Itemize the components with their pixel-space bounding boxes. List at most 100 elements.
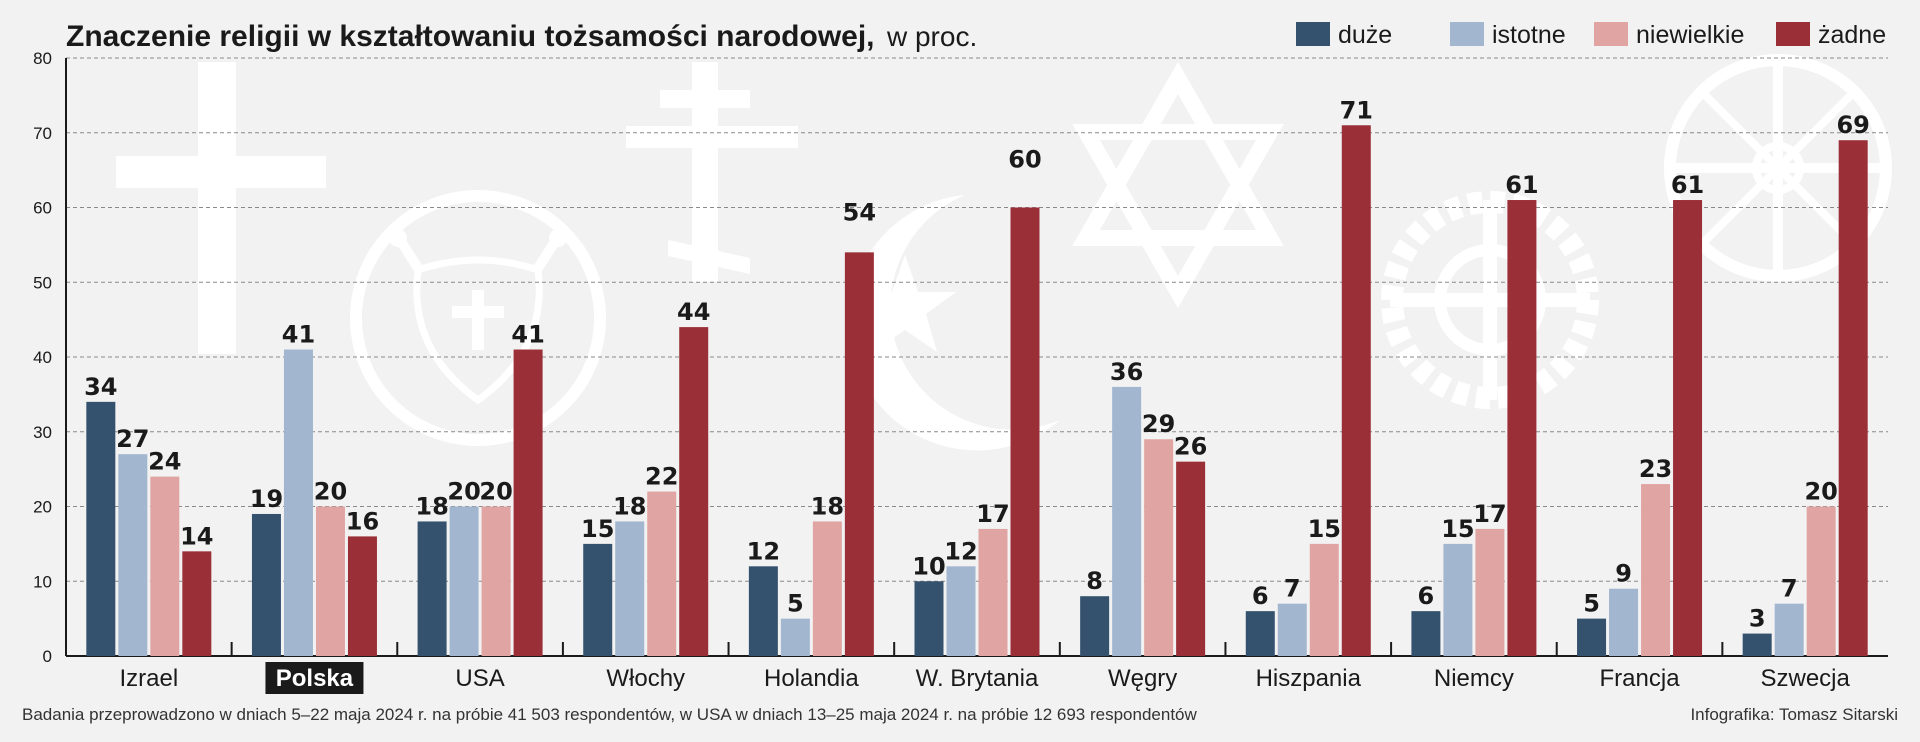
bar-hiszpania-żadne	[1341, 125, 1371, 656]
bar-włochy-żadne	[679, 327, 709, 656]
value-label: 15	[581, 515, 614, 543]
bar-usa-niewielkie	[481, 506, 511, 656]
y-tick-label: 70	[33, 124, 52, 143]
bar-szwecja-istotne	[1774, 603, 1804, 656]
value-label: 6	[1418, 582, 1435, 610]
value-label: 34	[84, 373, 117, 401]
legend-swatch	[1594, 22, 1628, 46]
bar-włochy-niewielkie	[647, 491, 677, 656]
legend-item-duże: duże	[1296, 21, 1392, 49]
footer-note: Badania przeprowadzono w dniach 5–22 maj…	[22, 705, 1197, 724]
value-label: 16	[346, 507, 379, 535]
legend-swatch	[1296, 22, 1330, 46]
value-label: 20	[447, 478, 480, 506]
bar-izrael-żadne	[182, 551, 212, 656]
bar-węgry-niewielkie	[1144, 439, 1174, 656]
category-label-szwecja: Szwecja	[1760, 665, 1850, 692]
chart-title-main: Znaczenie religii w kształtowaniu tożsam…	[66, 20, 875, 53]
value-label: 5	[787, 590, 804, 618]
value-label: 8	[1086, 567, 1103, 595]
bar-szwecja-duże	[1742, 633, 1772, 656]
value-label: 20	[314, 478, 347, 506]
chart-title: Znaczenie religii w kształtowaniu tożsam…	[66, 20, 977, 53]
value-label: 20	[479, 478, 512, 506]
value-label: 17	[976, 500, 1009, 528]
value-labels: 3427241419412016182020411518224412518541…	[84, 96, 1870, 632]
bar-niemcy-istotne	[1443, 543, 1473, 656]
bar-holandia-niewielkie	[812, 521, 842, 656]
bar-węgry-żadne	[1176, 461, 1206, 656]
background-symbols	[116, 54, 1892, 451]
bar-w-brytania-istotne	[946, 566, 976, 656]
value-label: 18	[613, 492, 646, 520]
legend-swatch	[1776, 22, 1810, 46]
value-label: 36	[1110, 358, 1143, 386]
category-label-usa: USA	[455, 665, 504, 692]
value-label: 12	[944, 537, 977, 565]
value-label: 61	[1671, 171, 1704, 199]
bar-w-brytania-niewielkie	[978, 528, 1008, 656]
value-label: 26	[1174, 433, 1207, 461]
value-label: 6	[1252, 582, 1269, 610]
bar-izrael-duże	[86, 401, 116, 656]
category-labels: Izrael Polska USA Włochy Holandia W. Brytania…	[119, 662, 1851, 694]
value-label: 71	[1340, 96, 1373, 124]
category-label-niemcy: Niemcy	[1434, 665, 1514, 692]
bar-usa-istotne	[449, 506, 479, 656]
category-label-włochy: Włochy	[606, 665, 685, 692]
value-label: 24	[148, 448, 181, 476]
legend-label: żadne	[1818, 21, 1886, 49]
sun-cross-icon	[1381, 191, 1599, 409]
value-label: 14	[180, 522, 213, 550]
value-label: 54	[843, 198, 876, 226]
bar-izrael-niewielkie	[150, 476, 180, 656]
value-label: 15	[1308, 515, 1341, 543]
y-tick-label: 20	[33, 498, 52, 517]
bar-usa-żadne	[513, 349, 543, 656]
bar-hiszpania-niewielkie	[1309, 543, 1339, 656]
legend-item-istotne: istotne	[1450, 21, 1566, 49]
value-label: 19	[250, 485, 283, 513]
value-label: 12	[747, 537, 780, 565]
bar-francja-niewielkie	[1641, 484, 1671, 656]
highlight-label-bg	[265, 662, 364, 694]
legend-item-niewielkie: niewielkie	[1594, 21, 1744, 49]
bar-niemcy-żadne	[1507, 200, 1537, 656]
bar-polska-żadne	[347, 536, 377, 656]
value-label: 60	[1008, 146, 1041, 174]
chart-title-unit: w proc.	[886, 21, 977, 52]
value-label: 44	[677, 298, 710, 326]
bar-w-brytania-duże	[914, 581, 944, 656]
value-label: 27	[116, 425, 149, 453]
bar-włochy-istotne	[615, 521, 645, 656]
bar-węgry-istotne	[1112, 386, 1142, 656]
bar-holandia-duże	[748, 566, 778, 656]
value-label: 61	[1505, 171, 1538, 199]
y-tick-label: 40	[33, 348, 52, 367]
bar-polska-duże	[251, 513, 281, 656]
value-label: 41	[511, 321, 544, 349]
bar-francja-żadne	[1673, 200, 1703, 656]
value-label: 15	[1441, 515, 1474, 543]
lutheran-rose-icon	[350, 190, 606, 446]
legend-label: niewielkie	[1636, 21, 1744, 49]
value-label: 23	[1639, 455, 1672, 483]
bar-usa-duże	[417, 521, 447, 656]
bar-francja-duże	[1577, 618, 1607, 656]
bar-izrael-istotne	[118, 454, 148, 656]
legend-label: istotne	[1492, 21, 1566, 49]
y-tick-label: 80	[33, 49, 52, 68]
value-label: 10	[912, 552, 945, 580]
legend: duże istotne niewielkie żadne	[1296, 21, 1886, 49]
category-label-hiszpania: Hiszpania	[1256, 665, 1362, 692]
y-tick-label: 10	[33, 572, 52, 591]
category-label-w-brytania: W. Brytania	[916, 665, 1039, 692]
category-label-izrael: Izrael	[119, 665, 178, 692]
orthodox-cross-icon	[626, 62, 798, 282]
value-label: 3	[1749, 605, 1766, 633]
value-label: 20	[1804, 478, 1837, 506]
value-label: 7	[1284, 575, 1301, 603]
bar-szwecja-żadne	[1838, 140, 1868, 657]
bar-niemcy-duże	[1411, 611, 1441, 656]
